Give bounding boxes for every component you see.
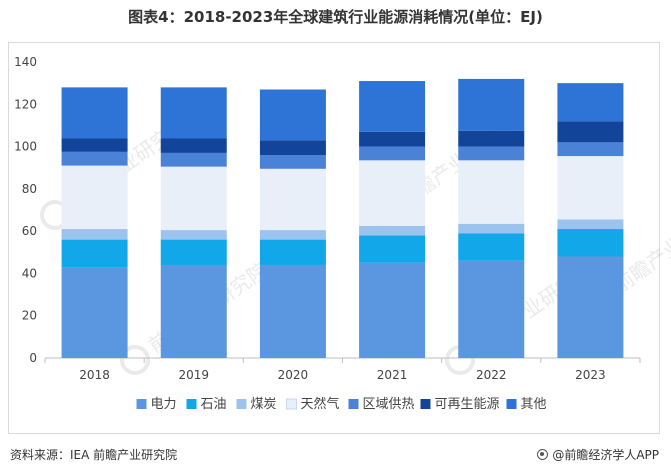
bar-segment-煤炭-2020: [259, 230, 326, 240]
bar-segment-石油-2018: [61, 239, 128, 268]
legend: 电力 石油 煤炭 天然气 区域供热 可再生能源 其他: [136, 396, 547, 412]
legend-swatch: [348, 399, 359, 409]
y-tick-label: 100: [14, 140, 37, 154]
bar-segment-石油-2019: [160, 239, 227, 265]
brand-logo-icon: [537, 449, 549, 460]
bar-segment-区域供热-2022: [458, 146, 525, 161]
y-tick-label: 140: [14, 55, 37, 69]
x-tick-label: 2018: [79, 368, 110, 382]
brand-text: @前瞻经济学人APP: [552, 448, 659, 462]
bar-segment-区域供热-2019: [160, 152, 227, 167]
bar-segment-其他-2022: [458, 78, 525, 131]
legend-swatch: [286, 398, 297, 410]
bar-segment-石油-2023: [557, 229, 624, 257]
axes-group: 0 20 40 60 80 100 120 140 2018 2019 2020 2021 2022 20…: [14, 55, 641, 382]
x-tick-label: 2021: [377, 368, 408, 382]
bar-segment-天然气-2022: [458, 160, 525, 224]
bar-segment-电力-2023: [557, 256, 624, 358]
bar-segment-其他-2018: [61, 87, 128, 139]
legend-label: 石油: [201, 397, 227, 412]
bar-segment-电力-2019: [160, 264, 227, 358]
x-tick-label: 2022: [476, 368, 507, 382]
bar-segment-天然气-2021: [359, 160, 426, 226]
bar-segment-电力-2018: [61, 267, 128, 358]
bar-segment-电力-2020: [259, 264, 326, 358]
legend-swatch: [236, 399, 247, 409]
bar-segment-电力-2022: [458, 260, 525, 358]
legend-swatch: [136, 399, 147, 409]
bar-segment-其他-2020: [259, 89, 326, 141]
y-tick-label: 60: [22, 224, 37, 238]
bar-segment-天然气-2018: [61, 165, 128, 230]
legend-label: 可再生能源: [435, 397, 500, 412]
bar-segment-石油-2021: [359, 235, 426, 263]
y-tick-label: 40: [22, 266, 37, 280]
y-tick-label: 0: [29, 351, 37, 365]
legend-swatch: [506, 399, 517, 409]
bar-segment-可再生能源-2018: [61, 138, 128, 152]
x-tick-label: 2020: [278, 368, 309, 382]
bar-segment-区域供热-2023: [557, 142, 624, 157]
bar-segment-煤炭-2021: [359, 225, 426, 236]
bar-segment-石油-2020: [259, 239, 326, 265]
stacked-bar-chart: 前瞻产业研究院 前瞻产业研究院 前瞻产业研究院 前瞻产业研究院 前瞻产业研究 0…: [14, 55, 671, 412]
bar-segment-煤炭-2023: [557, 219, 624, 230]
y-tick-label: 120: [14, 97, 37, 111]
x-tick-label: 2023: [575, 368, 606, 382]
bar-segment-石油-2022: [458, 233, 525, 261]
legend-label: 天然气: [301, 396, 340, 412]
y-tick-label: 80: [22, 182, 37, 196]
bar-segment-电力-2021: [359, 262, 426, 358]
bar-segment-其他-2023: [557, 83, 624, 122]
x-tick-label: 2019: [178, 368, 209, 382]
legend-swatch: [186, 399, 197, 409]
bar-segment-其他-2019: [160, 87, 227, 139]
bar-segment-可再生能源-2023: [557, 121, 624, 143]
bar-segment-区域供热-2018: [61, 151, 128, 166]
bar-segment-可再生能源-2021: [359, 131, 426, 147]
bars-group: [61, 78, 624, 358]
bar-segment-区域供热-2021: [359, 146, 426, 161]
bar-segment-煤炭-2019: [160, 230, 227, 240]
bar-segment-区域供热-2020: [259, 155, 326, 169]
legend-label: 煤炭: [251, 397, 277, 412]
source-note: 资料来源：IEA 前瞻产业研究院: [10, 448, 178, 462]
bar-segment-可再生能源-2022: [458, 130, 525, 147]
legend-label: 区域供热: [363, 397, 415, 412]
bar-segment-天然气-2020: [259, 168, 326, 231]
bar-segment-天然气-2019: [160, 166, 227, 231]
bar-segment-天然气-2023: [557, 156, 624, 220]
brand-label: @前瞻经济学人APP: [537, 446, 659, 463]
chart-title: 图表4：2018-2023年全球建筑行业能源消耗情况(单位：EJ): [128, 8, 543, 26]
legend-swatch: [420, 399, 431, 409]
bar-segment-煤炭-2018: [61, 229, 128, 240]
bar-segment-其他-2021: [359, 81, 426, 132]
bar-segment-可再生能源-2019: [160, 138, 227, 153]
legend-label: 电力: [151, 397, 177, 412]
bar-segment-可再生能源-2020: [259, 140, 326, 156]
y-tick-label: 20: [22, 309, 37, 323]
legend-label: 其他: [521, 397, 547, 412]
chart-frame: [8, 42, 660, 434]
bar-segment-煤炭-2022: [458, 223, 525, 234]
